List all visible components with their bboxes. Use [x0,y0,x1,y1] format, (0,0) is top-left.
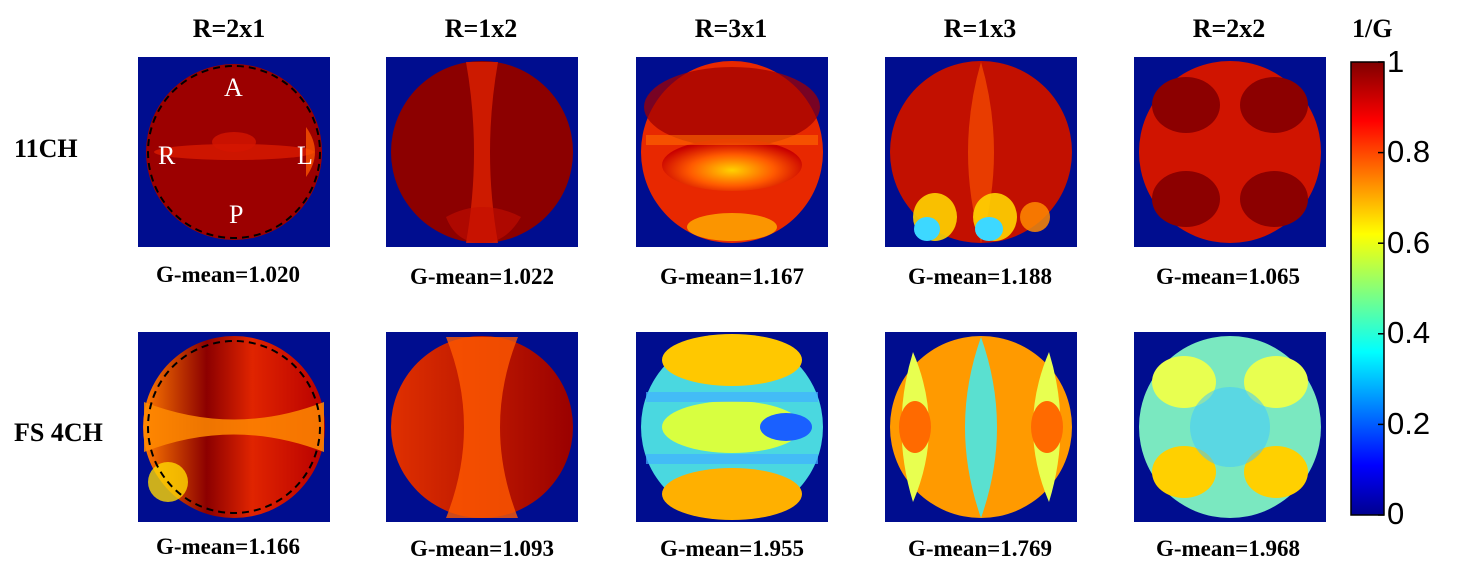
colorbar-tick-0.4: 0.4 [1387,315,1431,350]
colorbar [1350,61,1385,516]
orientation-label-right: R [158,141,176,170]
column-title-r2x2: R=2x2 [1192,14,1266,43]
gmap-11ch-r1x2 [386,57,578,247]
gmap-fs4ch-r3x1 [636,332,828,522]
gmean-11ch-r1x3: G-mean=1.188 [907,264,1053,289]
gmap-11ch-r1x3 [885,57,1077,247]
column-title-r2x1: R=2x1 [192,14,266,43]
colorbar-title: 1/G [1352,14,1393,43]
colorbar-tick-0.8: 0.8 [1387,134,1431,169]
gmean-11ch-r1x2: G-mean=1.022 [409,264,555,289]
gmean-fs4ch-r2x1: G-mean=1.166 [155,534,301,559]
column-title-r3x1: R=3x1 [694,14,768,43]
gmean-11ch-r3x1: G-mean=1.167 [659,264,805,289]
gmap-fs4ch-r1x2 [386,332,578,522]
colorbar-tick-0.6: 0.6 [1387,225,1431,260]
gmean-fs4ch-r1x3: G-mean=1.769 [907,536,1053,561]
orientation-label-anterior: A [224,73,243,102]
colorbar-tick-1: 1 [1387,44,1405,79]
gmean-fs4ch-r3x1: G-mean=1.955 [659,536,805,561]
gmap-11ch-r3x1 [636,57,828,247]
gmap-11ch-r2x2 [1134,57,1326,247]
gmap-11ch-r2x1 [138,57,330,247]
row-label-fs4ch: FS 4CH [14,418,103,447]
orientation-label-posterior: P [229,200,244,229]
gmap-fs4ch-r1x3 [885,332,1077,522]
gmean-fs4ch-r1x2: G-mean=1.093 [409,536,555,561]
orientation-label-left: L [297,141,313,170]
colorbar-tick-0.2: 0.2 [1387,406,1431,441]
gmap-fs4ch-r2x2 [1134,332,1326,522]
gmap-fs4ch-r2x1 [138,332,330,522]
gmean-11ch-r2x2: G-mean=1.065 [1155,264,1301,289]
column-title-r1x3: R=1x3 [943,14,1017,43]
row-label-11ch: 11CH [14,134,78,163]
gmean-fs4ch-r2x2: G-mean=1.968 [1155,536,1301,561]
colorbar-tick-0: 0 [1387,496,1405,531]
colorbar-gradient [1350,61,1385,516]
column-title-r1x2: R=1x2 [444,14,518,43]
gmean-11ch-r2x1: G-mean=1.020 [155,262,301,287]
